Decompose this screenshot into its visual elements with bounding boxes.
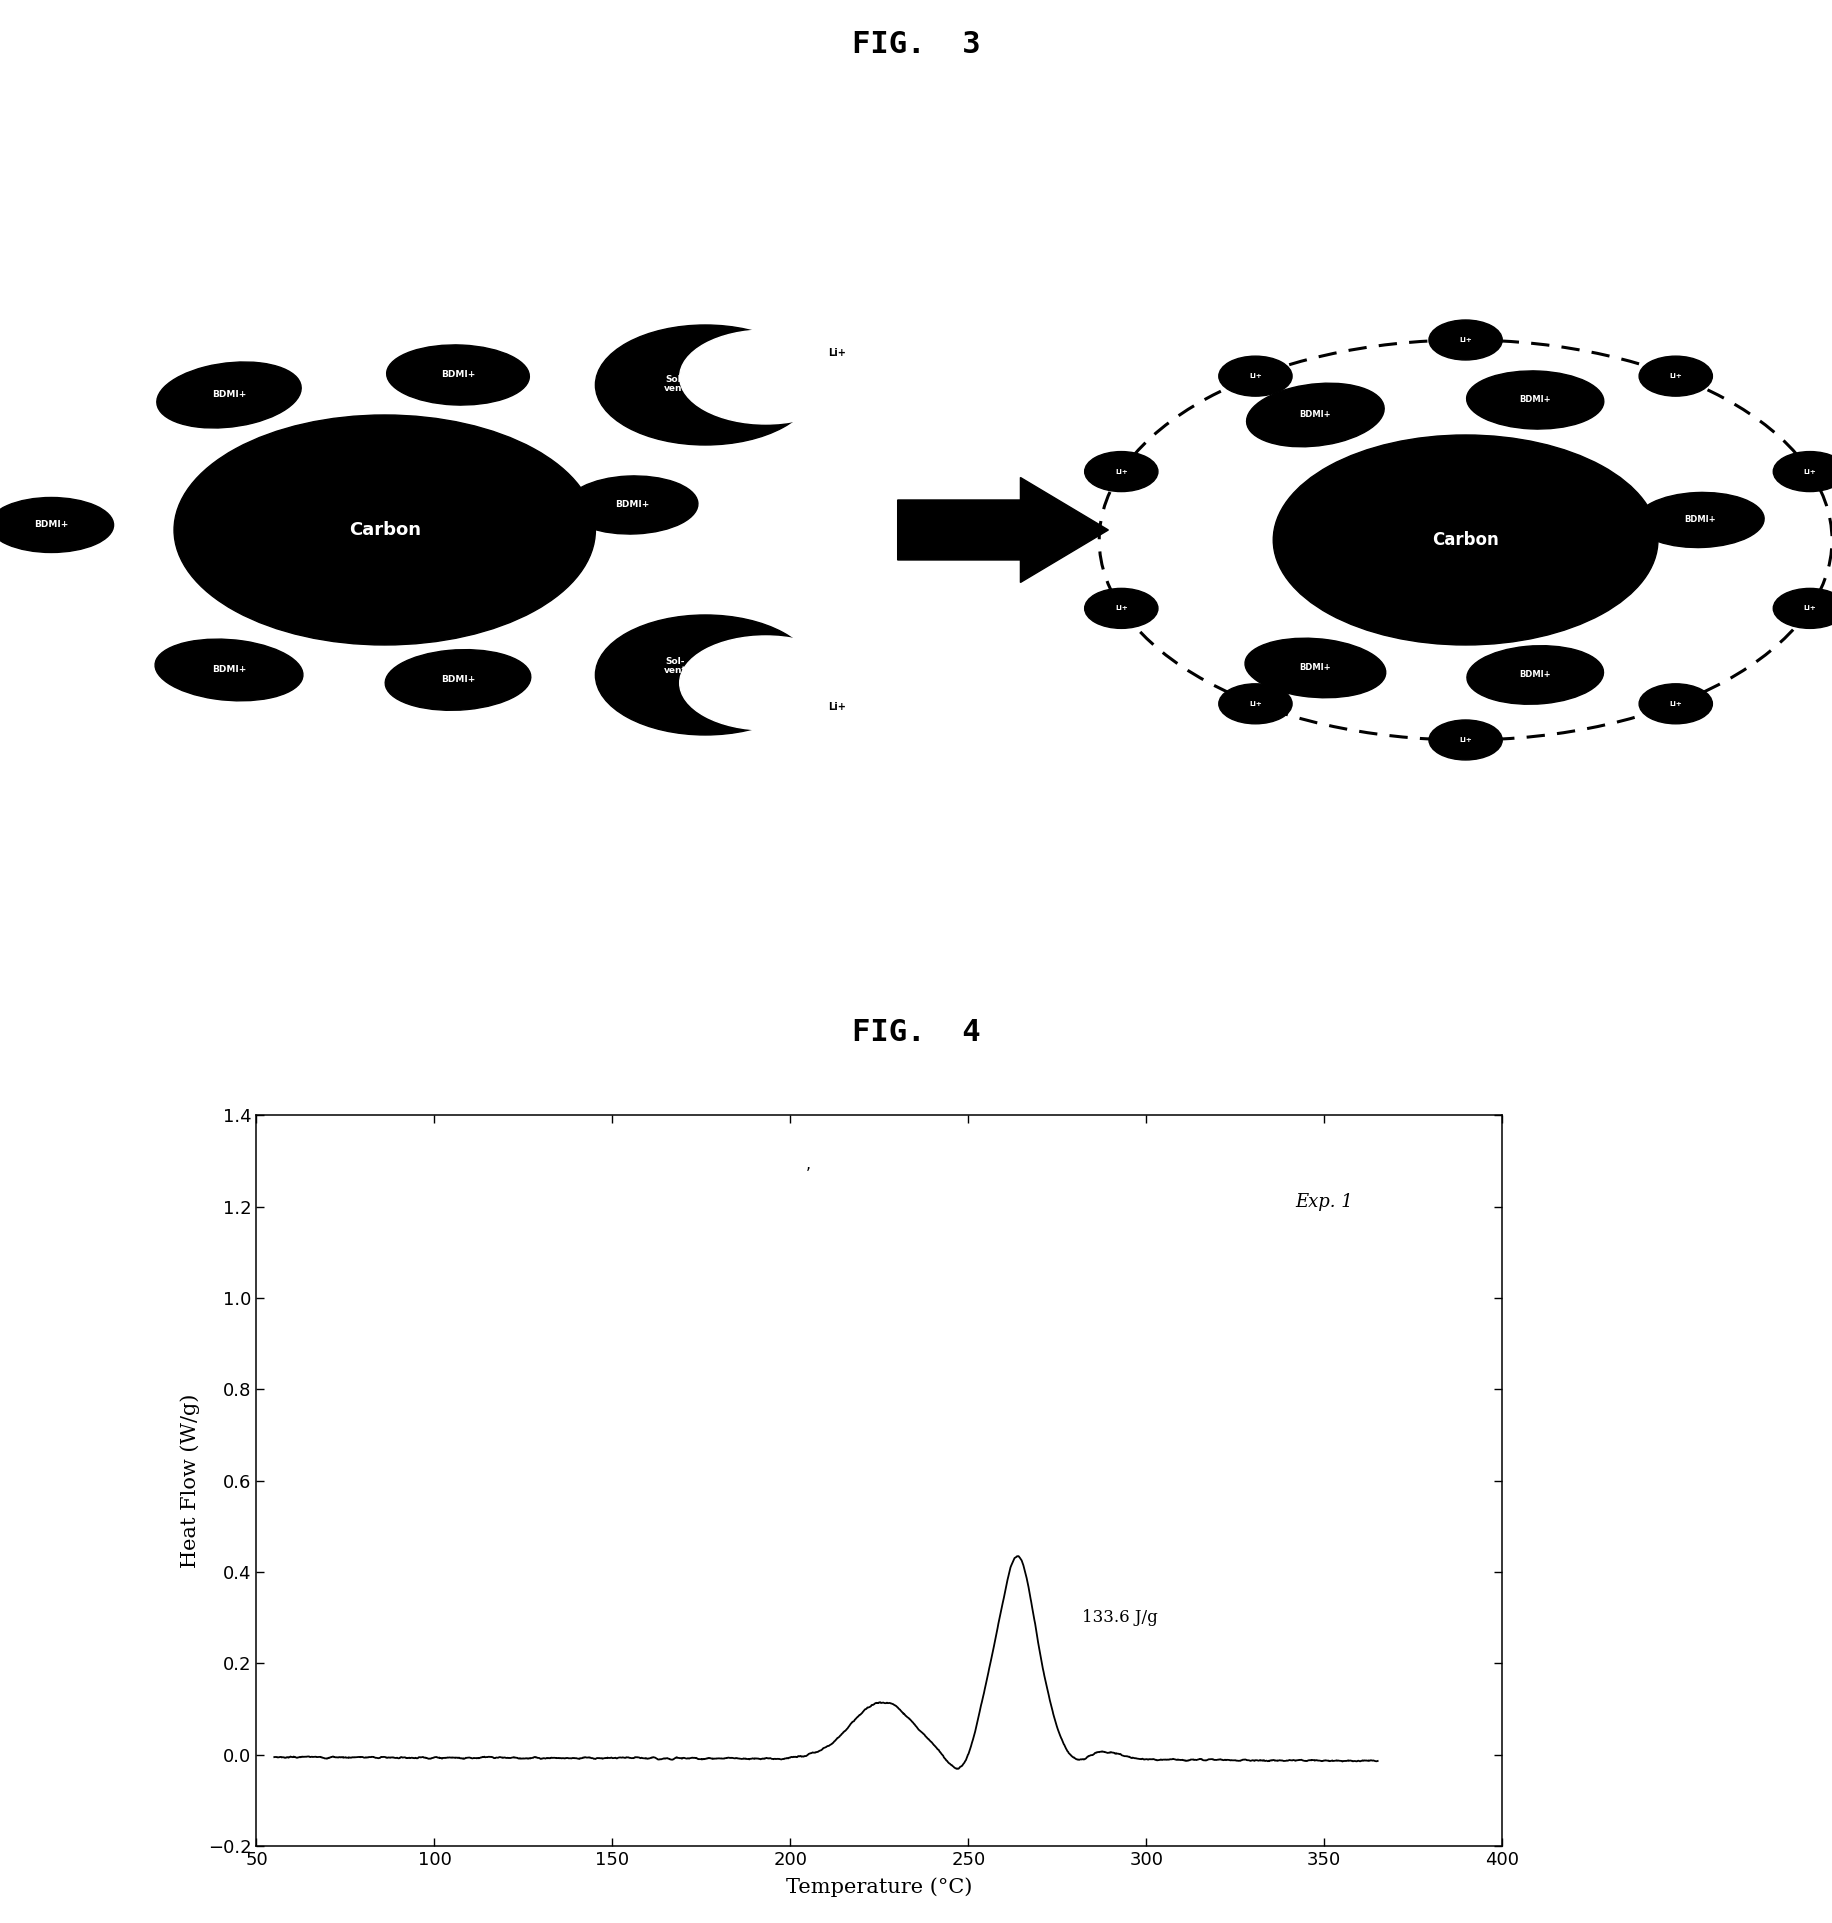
Text: Li+: Li+ bbox=[828, 348, 846, 358]
Ellipse shape bbox=[1467, 646, 1603, 704]
Circle shape bbox=[1640, 685, 1713, 723]
Text: BDMI+: BDMI+ bbox=[1299, 410, 1332, 419]
Text: Li+: Li+ bbox=[1249, 700, 1262, 708]
Text: Li+: Li+ bbox=[1249, 373, 1262, 379]
Text: Li+: Li+ bbox=[1460, 337, 1471, 342]
Text: Li+: Li+ bbox=[1460, 737, 1471, 742]
Text: Li+: Li+ bbox=[1803, 606, 1816, 612]
Text: FIG.  3: FIG. 3 bbox=[852, 31, 980, 60]
Text: Li+: Li+ bbox=[1669, 700, 1682, 708]
Text: ’: ’ bbox=[806, 1167, 810, 1183]
Ellipse shape bbox=[385, 650, 531, 710]
Text: BDMI+: BDMI+ bbox=[213, 390, 245, 400]
Ellipse shape bbox=[0, 498, 114, 552]
FancyArrow shape bbox=[898, 477, 1108, 583]
Circle shape bbox=[1429, 319, 1502, 360]
Text: BDMI+: BDMI+ bbox=[442, 371, 474, 379]
Circle shape bbox=[1218, 685, 1292, 723]
Circle shape bbox=[1429, 719, 1502, 760]
Text: BDMI+: BDMI+ bbox=[616, 500, 649, 510]
Text: BDMI+: BDMI+ bbox=[1519, 396, 1552, 404]
Ellipse shape bbox=[566, 475, 698, 535]
Text: BDMI+: BDMI+ bbox=[1299, 663, 1332, 673]
Circle shape bbox=[1773, 588, 1832, 629]
Ellipse shape bbox=[156, 638, 302, 700]
Circle shape bbox=[1273, 435, 1658, 644]
Circle shape bbox=[1773, 452, 1832, 492]
Y-axis label: Heat Flow (W/g): Heat Flow (W/g) bbox=[180, 1394, 200, 1567]
Circle shape bbox=[1085, 588, 1158, 629]
Text: Li+: Li+ bbox=[828, 702, 846, 712]
Circle shape bbox=[1218, 356, 1292, 396]
Text: 133.6 J/g: 133.6 J/g bbox=[1083, 1610, 1158, 1627]
Ellipse shape bbox=[1246, 383, 1385, 446]
Text: BDMI+: BDMI+ bbox=[1684, 515, 1717, 525]
Circle shape bbox=[1085, 452, 1158, 492]
Text: BDMI+: BDMI+ bbox=[213, 665, 245, 675]
Circle shape bbox=[174, 415, 595, 644]
Ellipse shape bbox=[1246, 638, 1385, 698]
Text: Carbon: Carbon bbox=[1433, 531, 1499, 548]
X-axis label: Temperature (°C): Temperature (°C) bbox=[786, 1877, 973, 1896]
Circle shape bbox=[595, 615, 815, 735]
Circle shape bbox=[680, 331, 852, 423]
Circle shape bbox=[680, 637, 852, 731]
Ellipse shape bbox=[1636, 492, 1764, 548]
Circle shape bbox=[595, 325, 815, 444]
Text: Li+: Li+ bbox=[1116, 606, 1129, 612]
Text: Li+: Li+ bbox=[1669, 373, 1682, 379]
Text: Sol-
vent: Sol- vent bbox=[663, 375, 687, 394]
Text: BDMI+: BDMI+ bbox=[35, 521, 68, 529]
Text: FIG.  4: FIG. 4 bbox=[852, 1019, 980, 1048]
Text: Li+: Li+ bbox=[1803, 469, 1816, 475]
Text: Sol-
vent: Sol- vent bbox=[663, 656, 687, 675]
Ellipse shape bbox=[1467, 371, 1603, 429]
Text: Carbon: Carbon bbox=[348, 521, 421, 538]
Text: BDMI+: BDMI+ bbox=[442, 675, 474, 685]
Ellipse shape bbox=[158, 362, 300, 429]
Text: Li+: Li+ bbox=[1116, 469, 1129, 475]
Circle shape bbox=[1640, 356, 1713, 396]
Text: Exp. 1: Exp. 1 bbox=[1295, 1192, 1352, 1211]
Ellipse shape bbox=[387, 344, 529, 406]
Text: BDMI+: BDMI+ bbox=[1519, 671, 1552, 679]
